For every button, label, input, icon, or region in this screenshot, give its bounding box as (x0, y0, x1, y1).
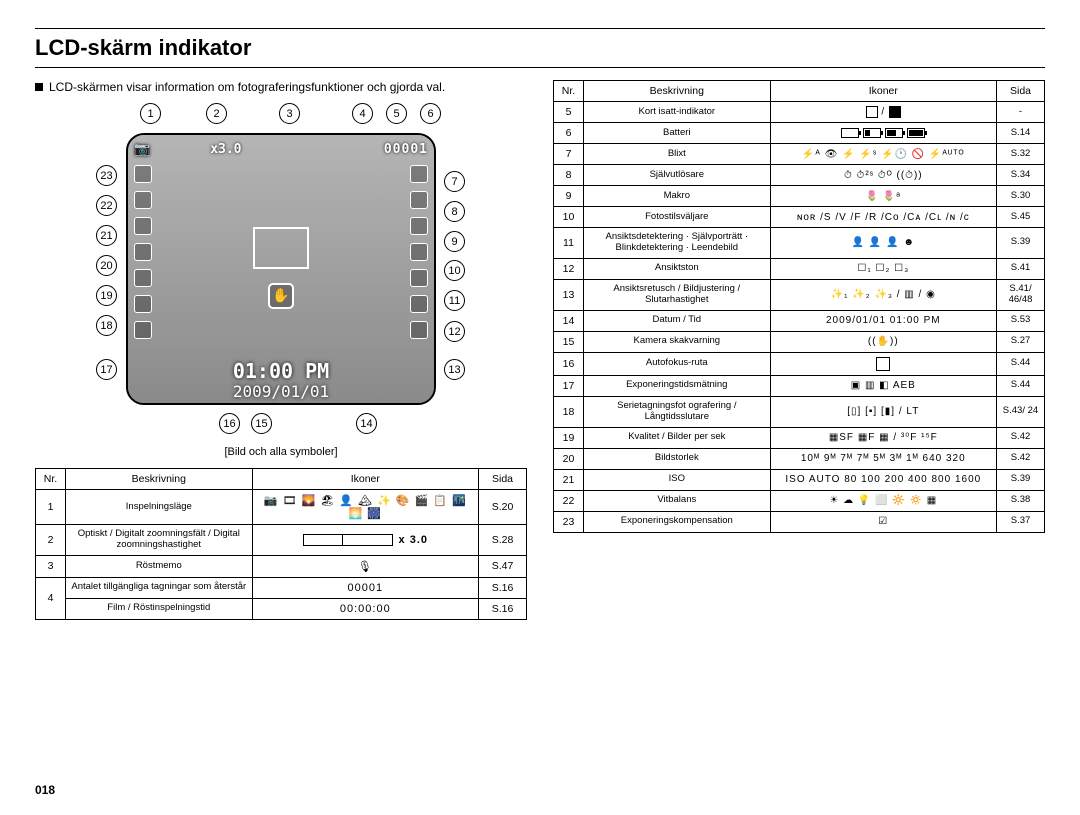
callout-18: 18 (96, 315, 117, 336)
th-nr: Nr. (36, 469, 66, 490)
focus-box (253, 227, 309, 269)
callout-3: 3 (279, 103, 300, 124)
th-desc: Beskrivning (66, 469, 253, 490)
th-icons: Ikoner (770, 81, 996, 102)
callout-22: 22 (96, 195, 117, 216)
table-row: 7Blixt⚡ᴬ 👁 ⚡ ⚡ˢ ⚡🕐 🚫 ⚡ᴬᵁᵀᴼS.32 (554, 144, 1045, 165)
callout-8: 8 (444, 201, 465, 222)
indicator-table-left: Nr. Beskrivning Ikoner Sida 1Inspelnings… (35, 468, 527, 620)
callout-23: 23 (96, 165, 117, 186)
callout-19: 19 (96, 285, 117, 306)
indicator-table-right: Nr. Beskrivning Ikoner Sida 5Kort isatt-… (553, 80, 1045, 533)
callout-13: 13 (444, 359, 465, 380)
under-title-rule (35, 67, 1045, 68)
lcd-count: 00001 (384, 142, 428, 157)
lcd-left-icons (132, 165, 154, 363)
callout-14: 14 (356, 413, 377, 434)
table-row: 12Ansiktston☐₁ ☐₂ ☐₃S.41 (554, 258, 1045, 279)
callout-10: 10 (444, 260, 465, 281)
lcd-right-icons (408, 165, 430, 363)
page-title: LCD-skärm indikator (35, 35, 1045, 61)
table-row: 6BatteriS.14 (554, 123, 1045, 144)
th-icons: Ikoner (252, 469, 478, 490)
th-nr: Nr. (554, 81, 584, 102)
lcd-time: 01:00 PM (128, 359, 434, 383)
th-page: Sida (997, 81, 1045, 102)
callout-1: 1 (140, 103, 161, 124)
callout-15: 15 (251, 413, 272, 434)
lcd-zoom: x3.0 (210, 142, 241, 157)
callout-16: 16 (219, 413, 240, 434)
callout-21: 21 (96, 225, 117, 246)
callout-6: 6 (420, 103, 441, 124)
table-row: 11Ansiktsdetektering · Självporträtt · B… (554, 228, 1045, 259)
callout-20: 20 (96, 255, 117, 276)
lcd-top-row: 📷 x3.0 00001 (134, 139, 428, 159)
th-desc: Beskrivning (584, 81, 771, 102)
shake-icon: ✋ (268, 283, 294, 309)
table-row: 17Exponeringstidsmätning▣ ▥ ◧ AEBS.44 (554, 375, 1045, 396)
table-row: 1Inspelningsläge📷 🎞 🌄 🏖 👤 🏔 ✨ 🎨 🎬 📋 🌃 🌅 … (36, 490, 527, 525)
callout-9: 9 (444, 231, 465, 252)
table-row: 5Kort isatt-indikator / - (554, 102, 1045, 123)
table-row: 14Datum / Tid2009/01/01 01:00 PMS.53 (554, 310, 1045, 331)
lcd-diagram: 📷 x3.0 00001 ✋ 01:00 PM 2009/01/01 12345… (46, 103, 516, 438)
callout-12: 12 (444, 321, 465, 342)
lcd-date: 2009/01/01 (128, 382, 434, 401)
top-rule (35, 28, 1045, 29)
table-row: 20Bildstorlek10ᴹ 9ᴹ 7ᴹ 7ᴹ 5ᴹ 3ᴹ 1ᴹ 640 3… (554, 448, 1045, 469)
bullet-icon (35, 83, 43, 91)
table-row: 8Självutlösare⏱ ⏱²ˢ ⏱ᴼ ((⏱))S.34 (554, 165, 1045, 186)
table-row: Film / Röstinspelningstid00:00:00S.16 (36, 598, 527, 619)
table-row: 13Ansiktsretusch / Bildjustering / Sluta… (554, 279, 1045, 310)
callout-11: 11 (444, 290, 465, 311)
table-row: 22Vitbalans☀ ☁ 💡 ⬜ 🔆 🔅 ▦S.38 (554, 490, 1045, 511)
page-number: 018 (35, 783, 55, 797)
intro-text: LCD-skärmen visar information om fotogra… (35, 80, 527, 95)
table-row: 18Serietagningsfot ografering / Långtids… (554, 396, 1045, 427)
table-row: 21ISOISO AUTO 80 100 200 400 800 1600S.3… (554, 469, 1045, 490)
callout-5: 5 (386, 103, 407, 124)
table-row: 19Kvalitet / Bilder per sek▦SF ▦F ▦ / ³⁰… (554, 427, 1045, 448)
lcd-frame: 📷 x3.0 00001 ✋ 01:00 PM 2009/01/01 (126, 133, 436, 405)
table-row: 15Kamera skakvarning((✋))S.27 (554, 331, 1045, 352)
callout-4: 4 (352, 103, 373, 124)
figure-caption: [Bild och alla symboler] (35, 446, 527, 458)
table-row: 9Makro🌷 🌷ᵃS.30 (554, 186, 1045, 207)
table-row: 23Exponeringskompensation☑S.37 (554, 511, 1045, 532)
table-row: 4Antalet tillgängliga tagningar som åter… (36, 577, 527, 598)
th-page: Sida (479, 469, 527, 490)
callout-7: 7 (444, 171, 465, 192)
callout-17: 17 (96, 359, 117, 380)
mode-icon: 📷 (134, 142, 150, 157)
table-row: 3Röstmemo🎙S.47 (36, 555, 527, 577)
table-row: 10Fotostilsväljareɴᴏʀ /S /V /F /R /Cᴏ /C… (554, 207, 1045, 228)
intro-body: LCD-skärmen visar information om fotogra… (49, 80, 445, 95)
table-row: 2Optiskt / Digitalt zoomningsfält / Digi… (36, 525, 527, 556)
table-row: 16Autofokus-rutaS.44 (554, 352, 1045, 375)
callout-2: 2 (206, 103, 227, 124)
